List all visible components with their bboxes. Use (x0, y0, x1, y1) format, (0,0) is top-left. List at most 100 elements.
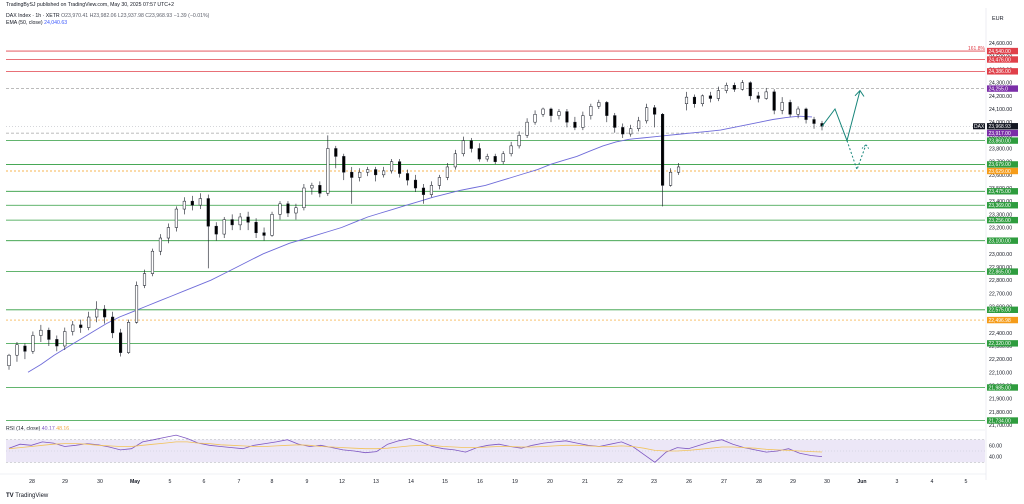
candle-body (421, 187, 426, 195)
candle-body (772, 91, 776, 111)
y-tick-label: 23,200.00 (989, 226, 1012, 232)
candle-body (437, 177, 441, 186)
y-tick-label: 23,800.00 (989, 147, 1012, 153)
ohlc-values: O23,970.41 H23,982.06 L23,937.98 C23,968… (61, 13, 210, 19)
symbol-tag (973, 123, 985, 130)
candle-body (39, 329, 43, 336)
candle-body (318, 185, 322, 194)
tradingview-logo[interactable]: TV TradingView (6, 493, 48, 499)
candle-body (174, 208, 178, 228)
candle-body (573, 121, 577, 128)
ema-legend[interactable]: EMA (50, close) 24,040.63 (6, 20, 67, 26)
y-tick-label: 22,200.00 (989, 357, 1012, 363)
candle-body (7, 354, 11, 367)
price-tag (987, 306, 1018, 313)
candle-body (413, 179, 418, 189)
price-tag (987, 202, 1018, 209)
candle-body (812, 119, 816, 124)
x-tick-label: May (130, 479, 140, 485)
candle-body (23, 345, 27, 352)
y-tick-label: 21,800.00 (989, 410, 1012, 416)
candle-body (509, 145, 513, 155)
price-tag-label: 23,629.00 (989, 169, 1011, 175)
price-tag (987, 123, 1018, 130)
price-tag (987, 237, 1018, 244)
candle-body (350, 171, 354, 178)
candle-body (190, 200, 194, 206)
y-tick-label: 21,900.00 (989, 397, 1012, 403)
candle-body (461, 140, 465, 155)
candle-body (756, 95, 760, 99)
x-tick-label: 19 (512, 479, 518, 485)
x-tick-label: 23 (651, 479, 657, 485)
x-tick-label: 3 (896, 479, 899, 485)
candle-body (103, 308, 107, 318)
candle-body (182, 200, 186, 210)
price-tag (987, 85, 1018, 92)
projection-dashed-path (846, 140, 867, 172)
candle-body (166, 227, 170, 239)
candle-body (533, 114, 537, 123)
y-tick-label: 24,300.00 (989, 81, 1012, 87)
price-tag (987, 188, 1018, 195)
y-tick-label: 23,900.00 (989, 133, 1012, 139)
rsi-tick-label: 60.00 (989, 443, 1002, 449)
x-tick-label: 14 (408, 479, 414, 485)
candle-body (732, 85, 736, 90)
rsi-legend[interactable]: RSI (14, close) 40.17 48.16 (6, 426, 69, 432)
y-tick-label: 22,700.00 (989, 291, 1012, 297)
candle-body (676, 166, 681, 173)
price-tag-label: 22,320.00 (989, 341, 1011, 347)
symbol-tag-label: DAX (974, 124, 985, 130)
candle-body (198, 198, 202, 206)
y-tick-label: 24,200.00 (989, 94, 1012, 100)
price-tag (987, 56, 1018, 63)
price-tag-label: 23,860.00 (989, 138, 1011, 144)
currency-label[interactable]: EUR (992, 16, 1004, 22)
candle-body (254, 221, 258, 234)
fib-annotation: 161.8% (968, 46, 986, 52)
x-tick-label: 30 (97, 479, 103, 485)
y-tick-label: 24,600.00 (989, 41, 1012, 47)
candle-body (637, 120, 641, 129)
candle-body (661, 114, 665, 186)
x-tick-label: 6 (203, 479, 206, 485)
candle-body (342, 156, 346, 173)
price-tag (987, 129, 1018, 137)
y-tick-label: 23,000.00 (989, 252, 1012, 258)
candle-body (621, 127, 625, 135)
candle-body (692, 96, 697, 104)
candle-body (405, 173, 410, 181)
candle-body (724, 85, 728, 91)
candle-body (294, 207, 298, 214)
candle-body (382, 170, 386, 176)
candle-body (796, 108, 800, 115)
price-tag-label: 22,865.00 (989, 269, 1011, 275)
candle-body (150, 250, 155, 274)
candle-body (716, 90, 720, 99)
y-tick-label: 23,600.00 (989, 173, 1012, 179)
candle-body (477, 148, 481, 160)
price-tag (987, 161, 1018, 168)
candle-body (15, 344, 19, 356)
ema-line (27, 115, 813, 373)
symbol-name[interactable]: DAX Index · 1h · XETR (6, 13, 60, 19)
candle-body (158, 237, 162, 252)
candle-body (748, 82, 752, 97)
candle-body (111, 316, 115, 334)
x-tick-label: 5 (169, 479, 172, 485)
y-tick-label: 22,100.00 (989, 370, 1012, 376)
candle-body (127, 322, 131, 353)
candle-body (47, 329, 51, 340)
candle-body (334, 148, 338, 157)
candle-body (390, 161, 394, 172)
candles (7, 80, 824, 370)
projection-arrowhead (854, 89, 865, 97)
candle-body (684, 96, 689, 104)
x-tick-label: 16 (477, 479, 483, 485)
x-tick-label: 20 (547, 479, 553, 485)
candle-body (246, 216, 250, 223)
y-tick-label: 22,300.00 (989, 344, 1012, 350)
